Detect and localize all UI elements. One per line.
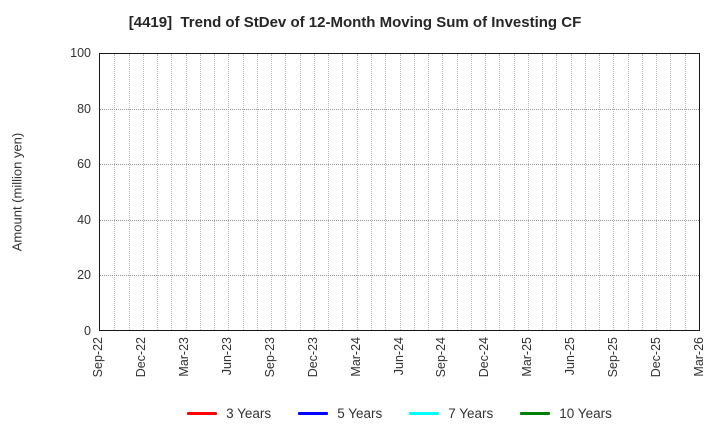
gridline-vertical <box>485 54 487 330</box>
gridline-vertical <box>641 54 643 330</box>
gridline-vertical <box>128 54 130 330</box>
legend-item-3-years: 3 Years <box>187 406 271 421</box>
gridline-vertical <box>470 54 472 330</box>
x-tick-label: Jun-23 <box>219 337 234 376</box>
x-tick-label: Sep-22 <box>91 337 105 378</box>
gridline-vertical <box>442 54 444 330</box>
gridline-vertical <box>285 54 287 330</box>
gridline-vertical <box>313 54 315 330</box>
x-tick-label: Mar-24 <box>348 337 363 377</box>
legend: 3 Years 5 Years 7 Years 10 Years <box>99 406 700 421</box>
gridline-vertical <box>513 54 515 330</box>
gridline-vertical <box>527 54 529 330</box>
y-tick-label: 40 <box>77 212 91 227</box>
gridline-vertical <box>656 54 658 330</box>
gridline-vertical <box>256 54 258 330</box>
legend-label: 7 Years <box>448 406 494 421</box>
x-tick-label: Dec-22 <box>133 337 148 378</box>
gridline-vertical <box>627 54 629 330</box>
y-tick-label: 20 <box>77 268 91 283</box>
legend-item-7-years: 7 Years <box>409 406 493 421</box>
gridline-vertical <box>171 54 173 330</box>
gridline-vertical <box>570 54 572 330</box>
gridline-horizontal <box>100 274 699 276</box>
gridline-vertical <box>599 54 601 330</box>
gridline-horizontal <box>100 109 699 111</box>
x-tick-label: Jun-24 <box>391 337 406 376</box>
y-tick-label: 100 <box>70 46 91 60</box>
gridline-vertical <box>328 54 330 330</box>
x-tick-label: Mar-26 <box>692 337 706 377</box>
gridline-vertical <box>413 54 415 330</box>
x-tick-label: Jun-25 <box>563 337 578 376</box>
gridline-vertical <box>499 54 501 330</box>
gridline-vertical <box>299 54 301 330</box>
x-axis-ticks: Sep-22 Dec-22 Mar-23 Jun-23 Sep-23 Dec-23 Mar-… <box>91 337 706 389</box>
gridline-vertical <box>556 54 558 330</box>
gridline-vertical <box>271 54 273 330</box>
legend-item-10-years: 10 Years <box>520 406 612 421</box>
gridline-vertical <box>157 54 159 330</box>
gridline-vertical <box>242 54 244 330</box>
gridline-vertical <box>542 54 544 330</box>
legend-label: 3 Years <box>226 406 272 421</box>
gridline-vertical <box>428 54 430 330</box>
x-tick-label: Dec-24 <box>477 337 492 378</box>
chart-title: [4419] Trend of StDev of 12-Month Moving… <box>128 14 582 31</box>
x-tick-label: Mar-23 <box>176 337 191 377</box>
gridline-vertical <box>185 54 187 330</box>
gridline-horizontal <box>100 219 699 221</box>
y-tick-label: 0 <box>84 324 91 338</box>
gridline-vertical <box>342 54 344 330</box>
y-axis-ticks: 0 20 40 60 80 100 <box>0 46 91 338</box>
x-tick-label: Sep-24 <box>434 337 449 378</box>
gridline-vertical <box>613 54 615 330</box>
gridline-vertical <box>114 54 116 330</box>
gridline-vertical <box>356 54 358 330</box>
gridline-vertical <box>385 54 387 330</box>
y-tick-label: 80 <box>77 101 91 116</box>
legend-label: 10 Years <box>559 406 612 421</box>
legend-line-swatch <box>409 412 440 415</box>
gridline-vertical <box>399 54 401 330</box>
x-tick-label: Dec-25 <box>649 337 664 378</box>
legend-line-swatch <box>298 412 329 415</box>
legend-line-swatch <box>520 412 551 415</box>
gridline-vertical <box>670 54 672 330</box>
legend-line-swatch <box>187 412 218 415</box>
gridline-vertical <box>199 54 201 330</box>
gridline-vertical <box>228 54 230 330</box>
gridline-vertical <box>456 54 458 330</box>
legend-item-5-years: 5 Years <box>298 406 382 421</box>
plot-area <box>99 53 700 331</box>
x-tick-label: Dec-23 <box>305 337 320 378</box>
x-tick-label: Mar-25 <box>520 337 535 377</box>
x-tick-label: Sep-23 <box>262 337 277 378</box>
gridline-horizontal <box>100 164 699 166</box>
gridline-vertical <box>142 54 144 330</box>
gridline-vertical <box>370 54 372 330</box>
gridline-vertical <box>214 54 216 330</box>
gridline-vertical <box>684 54 686 330</box>
y-tick-label: 60 <box>77 157 91 172</box>
gridline-vertical <box>584 54 586 330</box>
x-tick-label: Sep-25 <box>606 337 621 378</box>
legend-label: 5 Years <box>337 406 383 421</box>
